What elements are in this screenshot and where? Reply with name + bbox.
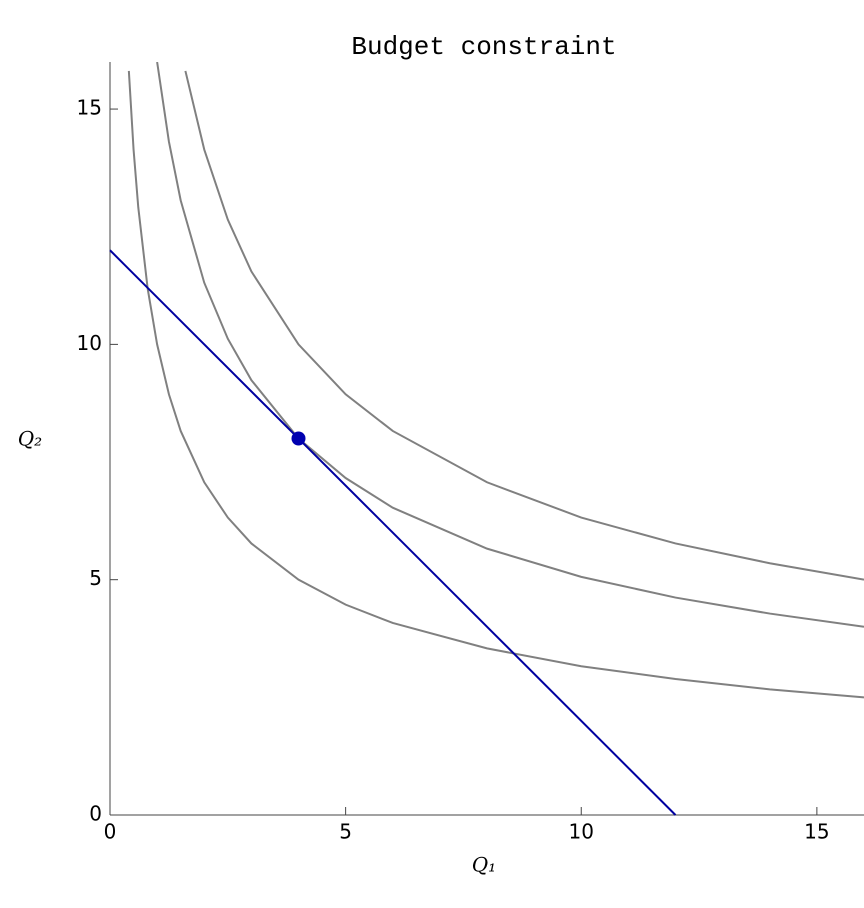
x-axis-label: Q₁ [472, 853, 496, 877]
y-tick-label: 0 [89, 802, 102, 826]
y-axis-label: Q₂ [18, 427, 42, 451]
series-line [184, 70, 864, 581]
y-tick-label: 5 [89, 566, 102, 590]
series-line [109, 249, 677, 816]
series-line [127, 70, 864, 699]
chart-title: Budget constraint [351, 32, 616, 62]
point [291, 431, 306, 446]
x-tick-label: 15 [804, 820, 829, 844]
y-tick-label: 10 [77, 331, 102, 355]
series-line [156, 62, 864, 628]
y-tick-label: 15 [77, 96, 102, 120]
x-tick-label: 0 [104, 820, 117, 844]
x-tick-label: 10 [569, 820, 594, 844]
plot-area [109, 62, 864, 816]
x-tick-label: 5 [339, 820, 352, 844]
